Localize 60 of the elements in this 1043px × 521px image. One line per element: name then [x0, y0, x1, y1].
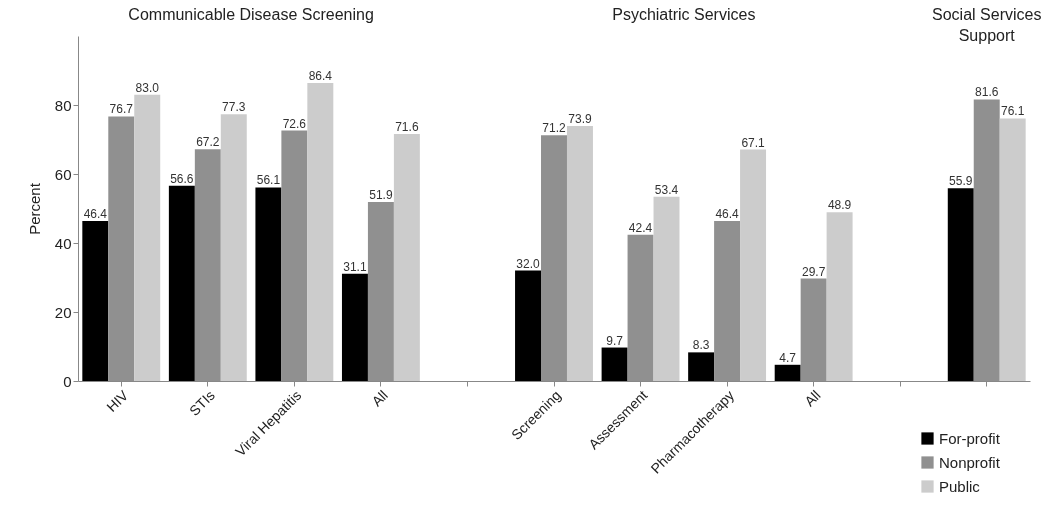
data-label: 67.1	[741, 135, 766, 150]
data-label: 86.4	[308, 68, 333, 83]
data-label: 71.6	[395, 119, 419, 134]
bar	[255, 187, 282, 381]
x-tick-label: All	[368, 387, 391, 410]
bar	[601, 347, 628, 381]
data-label: 51.9	[369, 187, 393, 202]
data-label: 4.7	[779, 350, 797, 365]
data-label: 76.1	[1001, 104, 1025, 119]
text: Psychiatric Services	[612, 5, 756, 25]
data-label: 83.0	[135, 80, 160, 95]
data-label: 77.3	[222, 100, 246, 115]
bar	[774, 364, 801, 381]
data-label: 31.1	[343, 259, 367, 274]
bar	[307, 82, 334, 381]
data-label: 56.1	[256, 173, 281, 188]
y-tick-label: 20	[54, 303, 72, 321]
data-label: 55.9	[949, 174, 973, 189]
data-label: 71.2	[542, 121, 566, 136]
data-label: 46.4	[83, 206, 108, 221]
bar	[653, 196, 680, 381]
y-tick-label: 60	[54, 165, 72, 183]
y-tick-label: 40	[54, 234, 72, 252]
bar	[515, 270, 542, 381]
data-label: 76.7	[109, 102, 134, 117]
data-label: 72.6	[282, 116, 307, 131]
bar	[220, 114, 247, 381]
legend-label: Public	[939, 477, 981, 495]
data-label: 9.7	[606, 333, 624, 348]
bar	[134, 94, 161, 381]
bar	[566, 126, 593, 381]
annotation: Social Services Support	[932, 5, 1042, 46]
x-tick-label: All	[801, 387, 824, 410]
data-label: 32.0	[516, 256, 541, 271]
bar	[999, 118, 1026, 381]
bar	[341, 273, 368, 381]
data-label: 53.4	[654, 182, 679, 197]
y-axis-title: Percent	[25, 182, 43, 235]
data-label: 29.7	[801, 264, 826, 279]
y-tick-label: 0	[63, 372, 72, 390]
text: Communicable Disease Screening	[128, 5, 374, 25]
bar	[82, 220, 109, 381]
data-label: 56.6	[170, 171, 194, 186]
legend-label: Nonprofit	[939, 453, 1001, 471]
bar	[688, 352, 715, 381]
data-label: 81.6	[975, 85, 999, 100]
bar	[168, 185, 195, 381]
bar	[947, 188, 974, 381]
data-label: 8.3	[692, 338, 710, 353]
data-label: 42.4	[628, 220, 653, 235]
bar	[740, 149, 767, 381]
data-label: 73.9	[568, 112, 592, 127]
bar	[393, 133, 420, 381]
data-label: 67.2	[196, 135, 220, 150]
data-label: 48.9	[827, 198, 852, 213]
x-tick-label: HIV	[103, 386, 132, 415]
y-tick-label: 80	[54, 96, 72, 114]
data-label: 46.4	[715, 206, 740, 221]
legend-label: For-profit	[939, 429, 1001, 447]
bar	[826, 212, 853, 381]
